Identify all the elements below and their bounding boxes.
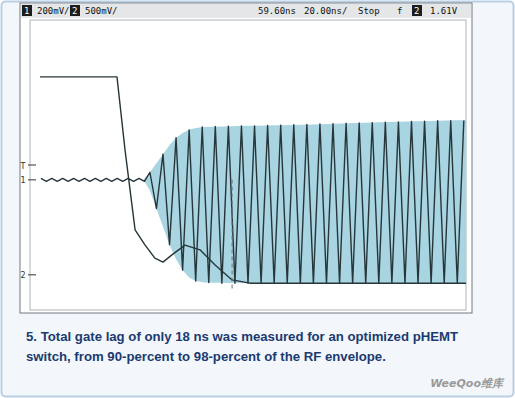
status-text: 2: [72, 6, 77, 16]
channel-box: [70, 5, 80, 16]
status-text: 59.60ns: [258, 6, 296, 16]
channel-box: [22, 5, 32, 16]
status-text: 500mV/: [85, 6, 118, 16]
status-text: Stop: [358, 6, 380, 16]
status-text: f: [397, 6, 402, 16]
level-marker: [28, 165, 36, 166]
status-text: 200mV/: [37, 6, 70, 16]
watermark: WeeQoo维库: [430, 377, 505, 390]
gate-trace: [40, 77, 466, 283]
figure: 1 200mV/2 500mV/59.60ns 20.00ns/Stop f 2 1.61V…: [0, 0, 515, 398]
marker-label: 1: [20, 176, 25, 185]
plot-area: [40, 77, 466, 283]
marker-label: T: [20, 162, 26, 171]
rf-trace: [41, 120, 464, 283]
plot-frame: [30, 20, 466, 310]
channel-box: [412, 5, 422, 16]
cursor: [232, 180, 233, 291]
caption: 5. Total gate lag of only 18 ns was meas…: [26, 329, 458, 344]
status-text: 2: [414, 6, 419, 16]
status-text: 20.00ns/: [304, 6, 347, 16]
figure-frame: [2, 2, 514, 397]
status-text: 1: [24, 6, 29, 16]
level-marker: [28, 274, 36, 275]
caption: switch, from 90-percent to 98-percent of…: [26, 349, 386, 364]
scope-screen: [20, 3, 472, 313]
marker-label: 2: [20, 271, 25, 280]
status-bar: [21, 4, 471, 18]
status-text: 1.61V: [430, 6, 458, 16]
level-marker: [28, 179, 36, 180]
